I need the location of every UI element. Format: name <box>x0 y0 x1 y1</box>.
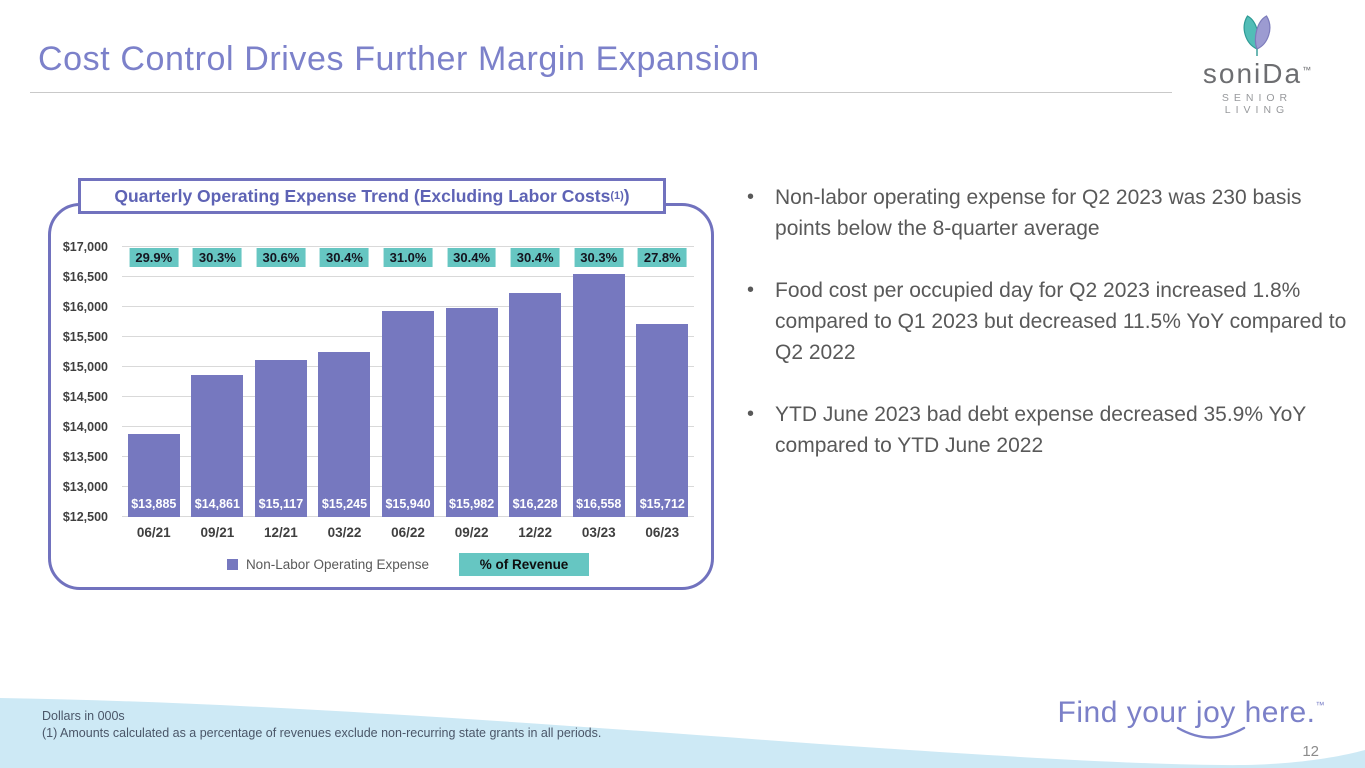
percent-badge: 31.0% <box>383 248 433 267</box>
bullet-text: Food cost per occupied day for Q2 2023 i… <box>775 279 1347 364</box>
bar: $14,861 <box>191 375 244 517</box>
gridline <box>122 246 694 247</box>
bar: $16,228 <box>509 293 562 517</box>
leaf-petals-icon <box>1243 15 1271 56</box>
bar-column: 30.6% $15,117 <box>249 247 313 517</box>
y-tick-label: $13,500 <box>62 450 108 464</box>
x-tick-label: 03/23 <box>581 525 616 540</box>
bullet-text: Non-labor operating expense for Q2 2023 … <box>775 186 1302 240</box>
legend-label-bar-series: Non-Labor Operating Expense <box>245 557 430 572</box>
brand-subtitle: SENIOR LIVING <box>1221 92 1293 116</box>
percent-badge: 30.4% <box>447 248 497 267</box>
y-tick-label: $17,000 <box>62 240 108 254</box>
bar-value-label: $13,885 <box>131 497 177 511</box>
y-tick-label: $14,000 <box>62 420 108 434</box>
chart-title-text: Quarterly Operating Expense Trend (Exclu… <box>114 185 611 206</box>
bar-value-label: $14,861 <box>194 497 240 511</box>
percent-badge: 30.6% <box>256 248 306 267</box>
bar-value-label: $15,940 <box>385 497 431 511</box>
list-item: • Food cost per occupied day for Q2 2023… <box>747 275 1350 368</box>
legend-badge-percent-series: % of Revenue <box>459 553 590 576</box>
y-axis: $12,500 $13,000 $13,500 $14,000 $14,500 $15,0… <box>52 240 114 524</box>
bullet-marker: • <box>747 186 755 208</box>
y-tick-label: $12,500 <box>62 510 108 524</box>
bar-column: 30.3% $14,861 <box>186 247 250 517</box>
bar-value-label: $15,117 <box>258 497 304 511</box>
brand-name: soniDa™ <box>1189 60 1325 88</box>
y-tick-label: $15,500 <box>62 330 108 344</box>
bar: $15,712 <box>636 324 689 517</box>
y-tick-label: $15,000 <box>62 360 108 374</box>
bar-column: 27.8% $15,712 <box>631 247 695 517</box>
bar-value-label: $15,245 <box>321 497 368 511</box>
page-title: Cost Control Drives Further Margin Expan… <box>38 40 760 78</box>
percent-badge: 30.3% <box>192 248 242 267</box>
gridline <box>122 306 694 307</box>
list-item: • Non-labor operating expense for Q2 202… <box>747 182 1350 244</box>
plot-area: 29.9% $13,885 30.3% $14,861 30.6% $15,117 30.4… <box>122 246 695 517</box>
legend-swatch-bar-series <box>226 559 238 570</box>
bar-column: 31.0% $15,940 <box>376 247 440 517</box>
x-tick-label: 03/22 <box>327 525 362 540</box>
footnote-line: (1) Amounts calculated as a percentage o… <box>42 726 602 741</box>
bar: $15,940 <box>382 310 435 517</box>
brand-text: soniDa <box>1202 58 1303 89</box>
y-tick-label: $14,500 <box>62 390 108 404</box>
tagline-trademark: ™ <box>1315 700 1325 710</box>
y-tick-label: $16,000 <box>62 300 108 314</box>
title-divider <box>30 92 1172 93</box>
bar: $15,982 <box>445 308 498 517</box>
percent-badge: 29.9% <box>129 248 179 267</box>
y-tick-label: $16,500 <box>62 270 108 284</box>
percent-badge: 30.4% <box>320 248 369 267</box>
bar-value-label: $16,558 <box>576 497 622 511</box>
bar-column: 30.4% $15,982 <box>440 247 504 517</box>
bullet-text: YTD June 2023 bad debt expense decreased… <box>775 403 1306 457</box>
x-tick-label: 12/21 <box>264 525 298 540</box>
percent-badge: 30.3% <box>574 248 624 267</box>
percent-badge: 30.4% <box>510 248 560 267</box>
bullet-list: • Non-labor operating expense for Q2 202… <box>747 182 1350 492</box>
x-tick-label: 06/22 <box>391 525 425 540</box>
brand-logo: soniDa™ SENIOR LIVING <box>1189 12 1325 116</box>
x-tick-label: 09/21 <box>200 525 235 540</box>
brand-trademark: ™ <box>1302 65 1312 75</box>
bar: $16,558 <box>572 273 625 517</box>
x-tick-label: 12/22 <box>518 525 553 540</box>
footnote-line: Dollars in 000s <box>42 709 125 724</box>
tagline-text: Find your joy here. <box>1057 696 1316 729</box>
x-axis: 06/21 09/21 12/21 03/22 06/22 09/22 12/22 03/23… <box>122 525 694 540</box>
bar-value-label: $16,228 <box>512 497 558 511</box>
page-number: 12 <box>1302 743 1319 760</box>
gridline <box>122 276 694 277</box>
bar-value-label: $15,982 <box>449 497 495 511</box>
x-tick-label: 06/23 <box>645 525 680 540</box>
bar-column: 30.3% $16,558 <box>567 247 631 517</box>
chart-panel: Quarterly Operating Expense Trend (Exclu… <box>48 178 714 590</box>
brand-tagline: Find your joy here.™ <box>1057 696 1325 739</box>
x-tick-label: 09/22 <box>454 525 489 540</box>
bullet-marker: • <box>747 279 755 301</box>
bar-column: 30.4% $15,245 <box>313 247 377 517</box>
bar: $15,245 <box>318 352 371 517</box>
bar: $15,117 <box>254 360 307 517</box>
percent-badge: 27.8% <box>637 248 687 267</box>
footer-wave-decoration <box>0 698 1365 768</box>
chart-title: Quarterly Operating Expense Trend (Exclu… <box>78 178 666 214</box>
bar-column: 30.4% $16,228 <box>503 247 567 517</box>
bullet-marker: • <box>747 403 755 425</box>
smile-arc-icon <box>1177 726 1246 739</box>
x-tick-label: 06/21 <box>136 525 171 540</box>
footnote-block: Dollars in 000s (1) Amounts calculated a… <box>42 708 601 742</box>
list-item: • YTD June 2023 bad debt expense decreas… <box>747 399 1350 461</box>
chart-title-footnote-ref: (1) <box>610 190 624 202</box>
bar-value-label: $15,712 <box>639 497 685 511</box>
chart-title-close: ) <box>623 185 630 206</box>
bar-column: 29.9% $13,885 <box>122 247 186 517</box>
chart-legend: Non-Labor Operating Expense % of Revenue <box>122 553 694 576</box>
y-tick-label: $13,000 <box>62 480 108 494</box>
bar: $13,885 <box>127 433 180 517</box>
